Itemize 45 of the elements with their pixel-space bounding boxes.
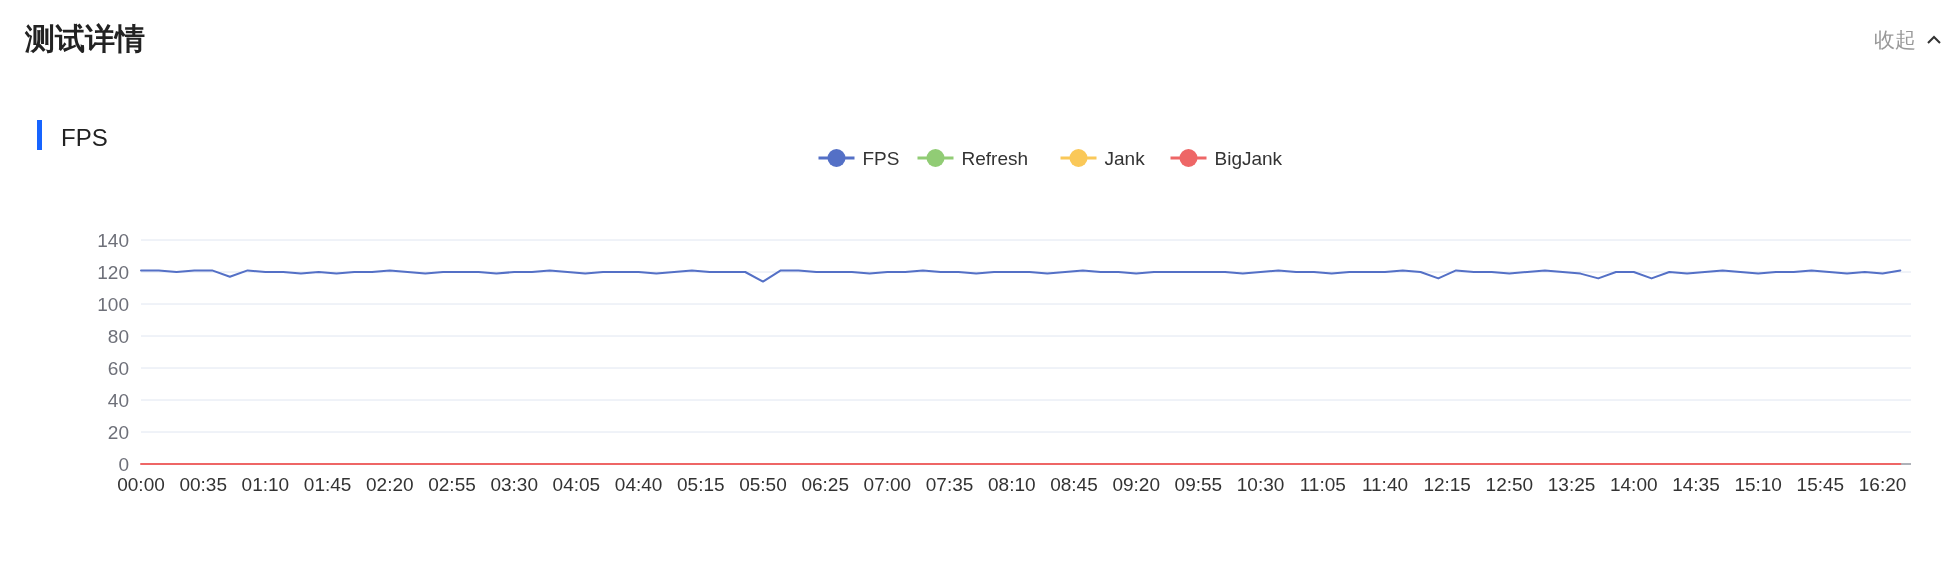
- x-tick-label: 08:10: [988, 474, 1036, 495]
- x-tick-label: 09:55: [1174, 474, 1223, 495]
- x-tick-label: 09:20: [1112, 474, 1160, 495]
- x-tick-label: 01:45: [303, 474, 352, 495]
- x-tick-label: 01:10: [241, 474, 290, 495]
- x-tick-label: 10:30: [1236, 474, 1285, 495]
- chart-subtitle: FPS: [61, 124, 108, 151]
- legend-label: Refresh: [961, 148, 1029, 169]
- x-tick-label: 14:00: [1610, 474, 1658, 495]
- x-tick-label: 15:10: [1734, 474, 1782, 495]
- x-tick-label: 00:35: [179, 474, 227, 495]
- x-tick-label: 15:45: [1796, 474, 1845, 495]
- x-tick-label: 06:25: [801, 474, 849, 495]
- x-tick-label: 07:35: [925, 474, 974, 495]
- y-tick-label: 140: [97, 230, 129, 251]
- y-tick-label: 0: [118, 454, 129, 475]
- x-tick-label: 12:50: [1485, 474, 1534, 495]
- y-tick-label: 60: [107, 358, 129, 379]
- x-tick-label: 13:25: [1547, 474, 1596, 495]
- x-tick-label: 07:00: [863, 474, 912, 495]
- x-tick-label: 00:00: [117, 474, 165, 495]
- y-tick-label: 120: [97, 262, 129, 283]
- x-tick-label: 05:50: [739, 474, 787, 495]
- text: 收起: [1874, 28, 1916, 51]
- line-series: [140, 269, 1902, 283]
- legend-label: BigJank: [1214, 148, 1283, 169]
- x-tick-label: 08:45: [1050, 474, 1098, 495]
- y-tick-label: 100: [97, 294, 129, 315]
- legend-label: FPS: [862, 148, 900, 169]
- legend-label: Jank: [1104, 148, 1146, 169]
- y-tick-label: 40: [107, 390, 129, 411]
- x-tick-label: 02:20: [366, 474, 414, 495]
- chart-title: 测试详情: [24, 22, 145, 55]
- x-tick-label: 04:40: [614, 474, 663, 495]
- x-tick-label: 12:15: [1423, 474, 1471, 495]
- x-tick-label: 16:20: [1858, 474, 1907, 495]
- y-tick-label: 80: [107, 326, 129, 347]
- x-tick-label: 05:15: [677, 474, 725, 495]
- x-tick-label: 03:30: [490, 474, 538, 495]
- x-tick-label: 02:55: [428, 474, 476, 495]
- y-tick-label: 20: [107, 422, 129, 443]
- x-tick-label: 04:05: [552, 474, 601, 495]
- x-tick-label: 14:35: [1672, 474, 1720, 495]
- x-tick-label: 11:05: [1299, 474, 1346, 495]
- x-tick-label: 11:40: [1361, 474, 1409, 495]
